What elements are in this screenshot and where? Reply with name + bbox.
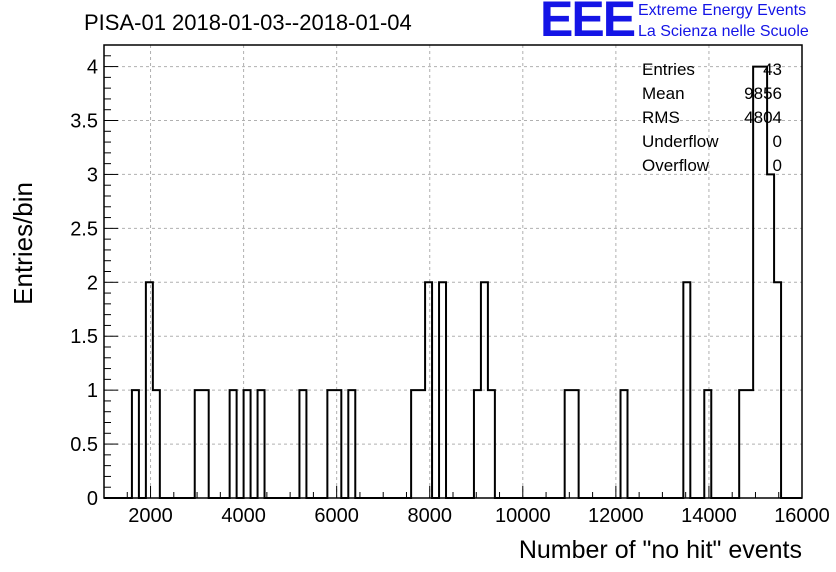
histogram-bin (409, 390, 416, 498)
stats-value: 0 (772, 156, 782, 175)
histogram-bin (767, 174, 774, 498)
eee-logo: EEE (540, 0, 636, 47)
x-tick-label: 16000 (774, 505, 830, 527)
y-tick-label: 3 (87, 164, 98, 186)
histogram-bin (346, 390, 353, 498)
x-tick-label: 10000 (495, 505, 551, 527)
chart-title: PISA-01 2018-01-03--2018-01-04 (84, 10, 412, 35)
logo-line-2: La Scienza nelle Scuole (638, 23, 809, 40)
x-tick-label: 8000 (407, 505, 452, 527)
stats-value: 4804 (744, 108, 782, 127)
histogram-bin (130, 390, 137, 498)
stats-row: Mean 9856 (642, 82, 782, 106)
histogram-bin (569, 390, 576, 498)
histogram-bin (297, 390, 304, 498)
stats-label: Mean (642, 84, 685, 103)
x-tick-label: 6000 (314, 505, 359, 527)
histogram-bin (416, 390, 423, 498)
histogram-bin (227, 390, 234, 498)
y-tick-label: 2 (87, 272, 98, 294)
histogram-bin (486, 390, 493, 498)
histogram-bin (255, 390, 262, 498)
stats-label: Overflow (642, 156, 710, 175)
histogram-bin (199, 390, 206, 498)
histogram-bin (746, 390, 753, 498)
histogram-bin (423, 282, 430, 498)
stats-value: 9856 (744, 84, 782, 103)
histogram-bin (704, 390, 711, 498)
stats-row: RMS 4804 (642, 106, 782, 130)
x-tick-label: 2000 (128, 505, 173, 527)
logo-line-1: Extreme Energy Events (638, 2, 807, 19)
stats-row: Entries 43 (642, 58, 782, 82)
x-tick-label: 12000 (588, 505, 644, 527)
histogram-bin (192, 390, 199, 498)
y-tick-label: 0 (87, 488, 98, 510)
y-tick-label: 1 (87, 380, 98, 402)
histogram-bin (739, 390, 746, 498)
histogram-bin (325, 390, 332, 498)
stats-label: Entries (642, 60, 695, 79)
stats-box: Entries 43 Mean 9856 RMS 4804 Underflow 0 Overfl… (642, 58, 782, 178)
y-tick-label: 4 (87, 57, 98, 79)
stats-value: 43 (763, 60, 782, 79)
histogram-bin (437, 282, 444, 498)
stats-row: Underflow 0 (642, 130, 782, 154)
y-tick-label: 2.5 (70, 218, 98, 240)
stats-label: RMS (642, 108, 680, 127)
y-axis-title: Entries/bin (8, 182, 38, 305)
histogram-bin (241, 390, 248, 498)
histogram-bin (618, 390, 625, 498)
stats-value: 0 (772, 132, 782, 151)
x-tick-label: 14000 (681, 505, 737, 527)
histogram-bin (683, 282, 690, 498)
histogram-bin (562, 390, 569, 498)
histogram-bin (144, 282, 151, 498)
stats-label: Underflow (642, 132, 719, 151)
x-axis-title: Number of "no hit" events (518, 536, 802, 564)
y-tick-label: 3.5 (70, 111, 98, 133)
histogram-bin (332, 390, 339, 498)
y-axis-title-wrap: Entries/bin (8, 182, 38, 305)
histogram-bin (151, 390, 158, 498)
y-tick-label: 0.5 (70, 434, 98, 456)
histogram-bin (479, 282, 486, 498)
histogram-bin (774, 282, 781, 498)
x-tick-label: 4000 (221, 505, 266, 527)
y-tick-label: 1.5 (70, 326, 98, 348)
histogram-bin (472, 390, 479, 498)
stats-row: Overflow 0 (642, 154, 782, 178)
